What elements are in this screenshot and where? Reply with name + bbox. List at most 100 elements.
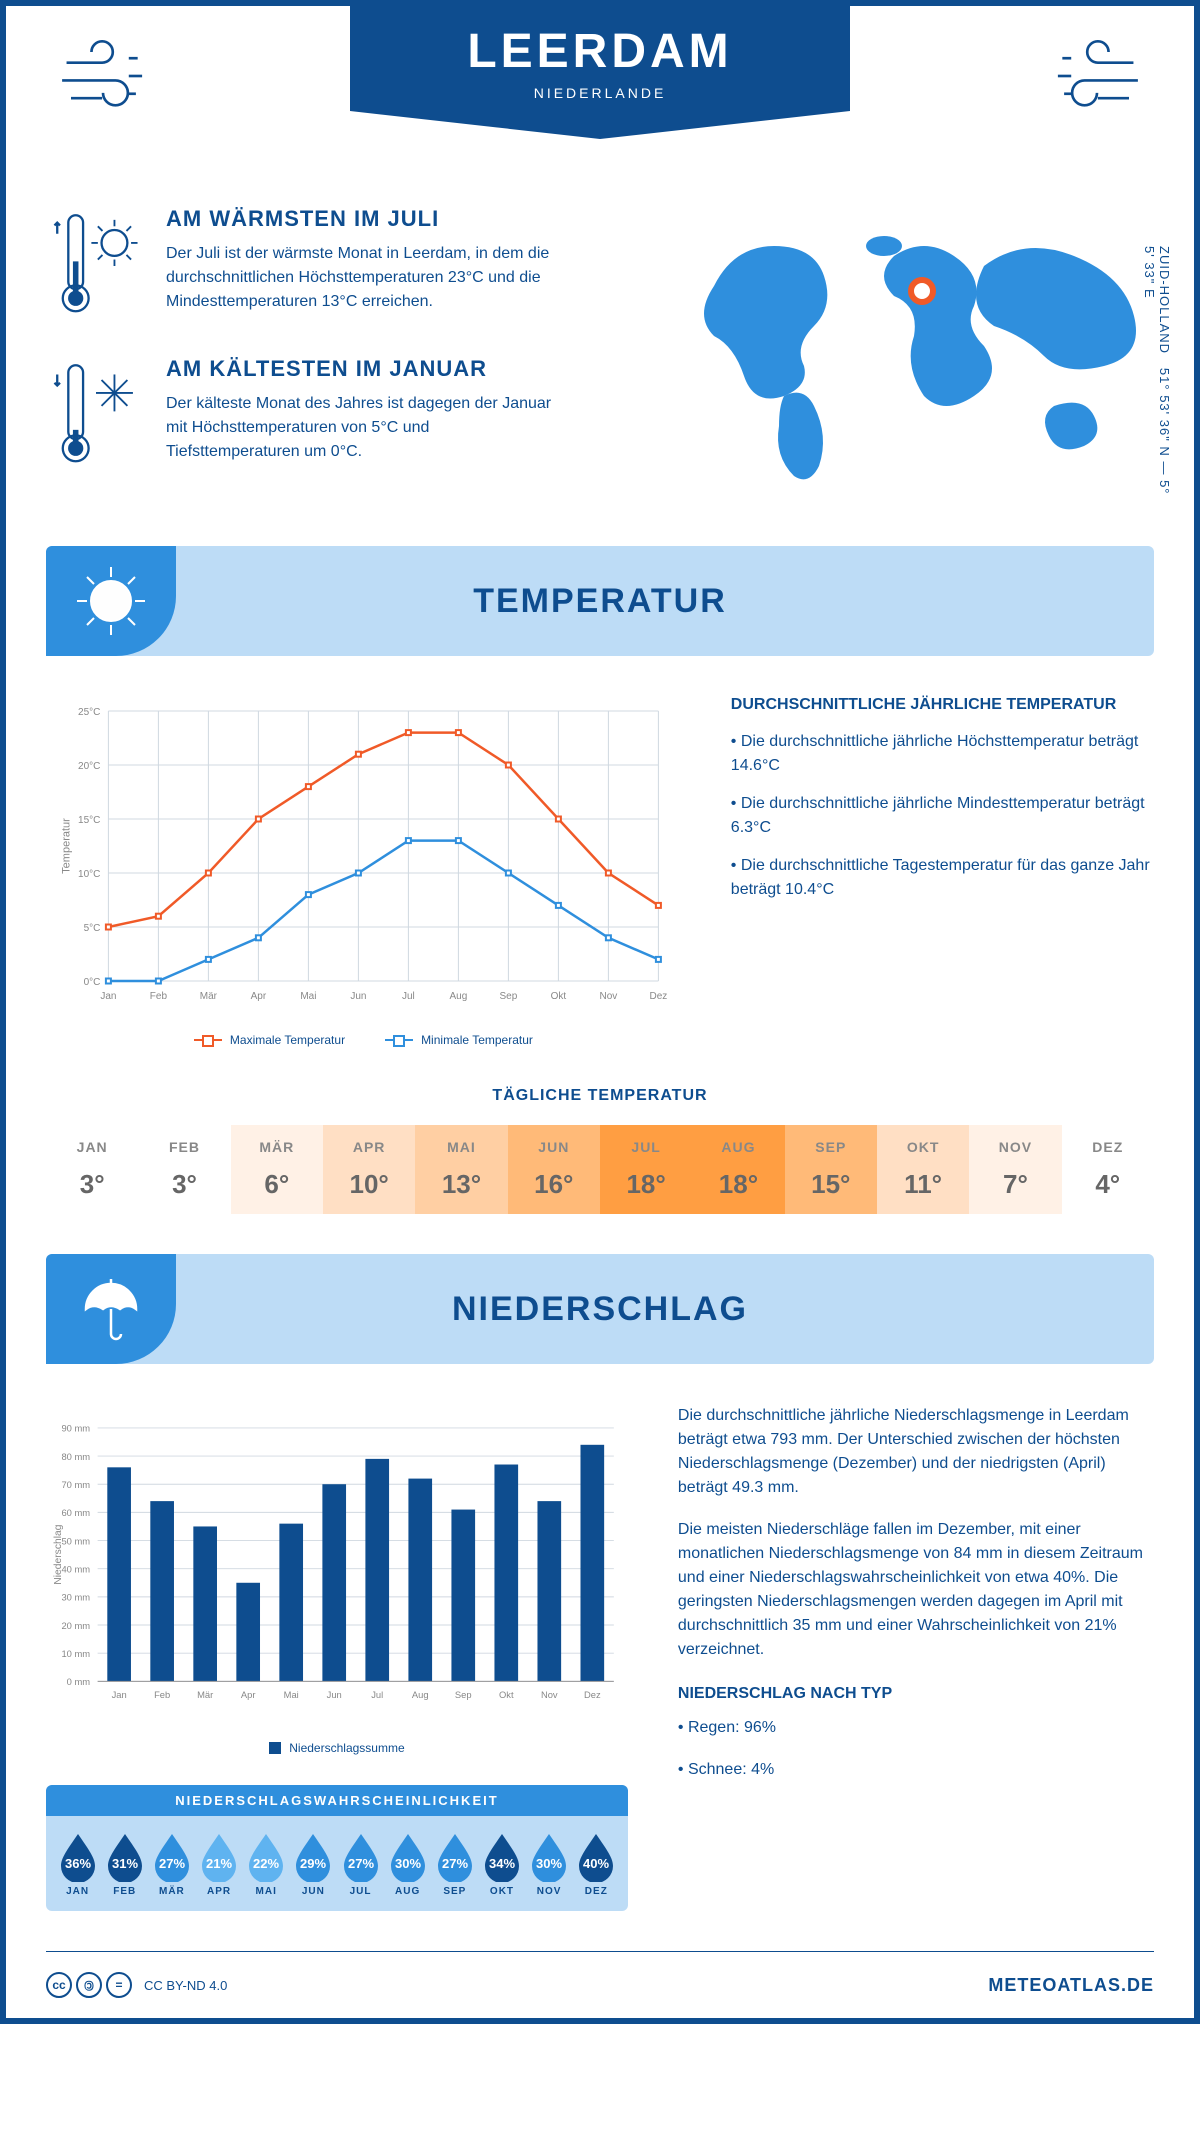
precip-prob-drop: 34%OKT: [480, 1830, 523, 1897]
temperature-section-header: TEMPERATUR: [46, 546, 1154, 656]
coldest-title: AM KÄLTESTEN IM JANUAR: [166, 356, 566, 382]
svg-text:36%: 36%: [65, 1856, 91, 1871]
license-text: CC BY-ND 4.0: [144, 1978, 227, 1993]
precip-prob-drop: 30%AUG: [386, 1830, 429, 1897]
svg-text:Temperatur: Temperatur: [60, 818, 72, 874]
daily-temp-cell: SEP15°: [785, 1125, 877, 1214]
precip-prob-drop: 27%MÄR: [150, 1830, 193, 1897]
footer: cc 🄯 = CC BY-ND 4.0 METEOATLAS.DE: [46, 1951, 1154, 2018]
cc-icons: cc 🄯 =: [46, 1972, 132, 1998]
precip-prob-drop: 40%DEZ: [575, 1830, 618, 1897]
precip-summary: Die durchschnittliche jährliche Niedersc…: [678, 1404, 1154, 1911]
svg-text:Sep: Sep: [455, 1690, 472, 1700]
svg-text:30%: 30%: [395, 1856, 421, 1871]
precip-section-header: NIEDERSCHLAG: [46, 1254, 1154, 1364]
precip-title: NIEDERSCHLAG: [186, 1290, 1154, 1329]
svg-text:Nov: Nov: [600, 991, 618, 1002]
svg-text:29%: 29%: [300, 1856, 326, 1871]
svg-text:Jan: Jan: [100, 991, 116, 1002]
precip-bar-chart: 0 mm 10 mm 20 mm 30 mm 40 mm 50 mm 60 mm 70 mm 8…: [46, 1404, 628, 1724]
daily-temp-cell: JUL18°: [600, 1125, 692, 1214]
svg-text:Apr: Apr: [251, 991, 267, 1002]
precip-prob-drop: 22%MAI: [245, 1830, 288, 1897]
world-map-block: ZUID-HOLLAND 51° 53' 36" N — 5° 5' 33" E: [674, 206, 1154, 506]
coldest-text: Der kälteste Monat des Jahres ist dagege…: [166, 392, 566, 464]
wind-icon: [1034, 36, 1144, 116]
daily-temp-cell: NOV7°: [969, 1125, 1061, 1214]
svg-text:Niederschlag: Niederschlag: [53, 1524, 64, 1584]
svg-text:Mai: Mai: [300, 991, 316, 1002]
temperature-line-chart: 0°C5°C10°C15°C20°C25°CJanFebMärAprMaiJun…: [46, 696, 681, 1047]
warmest-block: AM WÄRMSTEN IM JULI Der Juli ist der wär…: [46, 206, 634, 326]
svg-text:40%: 40%: [583, 1856, 609, 1871]
svg-text:60 mm: 60 mm: [61, 1508, 90, 1518]
svg-text:27%: 27%: [442, 1856, 468, 1871]
svg-text:70 mm: 70 mm: [61, 1480, 90, 1490]
precip-probability-box: NIEDERSCHLAGSWAHRSCHEINLICHKEIT 36%JAN31…: [46, 1785, 628, 1911]
sun-icon: [46, 546, 176, 656]
daily-temp-cell: DEZ4°: [1062, 1125, 1154, 1214]
daily-temp-cell: OKT11°: [877, 1125, 969, 1214]
cc-icon: cc: [46, 1972, 72, 1998]
coordinates: ZUID-HOLLAND 51° 53' 36" N — 5° 5' 33" E: [1142, 246, 1172, 506]
precip-prob-drop: 27%JUL: [339, 1830, 382, 1897]
svg-text:0 mm: 0 mm: [67, 1677, 91, 1687]
daily-temp-cell: JAN3°: [46, 1125, 138, 1214]
svg-text:27%: 27%: [159, 1856, 185, 1871]
svg-text:Okt: Okt: [551, 991, 567, 1002]
daily-temp-cell: APR10°: [323, 1125, 415, 1214]
svg-text:27%: 27%: [348, 1856, 374, 1871]
header: LEERDAM NIEDERLANDE: [46, 6, 1154, 186]
umbrella-icon: [46, 1254, 176, 1364]
svg-text:25°C: 25°C: [78, 707, 100, 718]
svg-text:80 mm: 80 mm: [61, 1452, 90, 1462]
svg-text:Dez: Dez: [584, 1690, 601, 1700]
svg-text:Okt: Okt: [499, 1690, 514, 1700]
svg-text:30 mm: 30 mm: [61, 1593, 90, 1603]
nd-icon: =: [106, 1972, 132, 1998]
daily-temp-cell: MAI13°: [415, 1125, 507, 1214]
svg-text:22%: 22%: [253, 1856, 279, 1871]
svg-text:Aug: Aug: [450, 991, 468, 1002]
svg-text:Jun: Jun: [327, 1690, 342, 1700]
precip-prob-drop: 27%SEP: [433, 1830, 476, 1897]
daily-temp-strip: JAN3°FEB3°MÄR6°APR10°MAI13°JUN16°JUL18°A…: [46, 1125, 1154, 1214]
intro-section: AM WÄRMSTEN IM JULI Der Juli ist der wär…: [46, 206, 1154, 506]
city-title: LEERDAM: [350, 24, 850, 79]
wind-icon: [56, 36, 166, 116]
svg-text:10 mm: 10 mm: [61, 1649, 90, 1659]
svg-text:34%: 34%: [489, 1856, 515, 1871]
svg-text:Aug: Aug: [412, 1690, 429, 1700]
daily-temp-title: TÄGLICHE TEMPERATUR: [46, 1087, 1154, 1105]
temperature-title: TEMPERATUR: [186, 582, 1154, 621]
precip-prob-drop: 31%FEB: [103, 1830, 146, 1897]
svg-text:0°C: 0°C: [84, 977, 101, 988]
precip-prob-drop: 30%NOV: [528, 1830, 571, 1897]
svg-text:20 mm: 20 mm: [61, 1621, 90, 1631]
svg-text:31%: 31%: [112, 1856, 138, 1871]
precip-prob-drop: 29%JUN: [292, 1830, 335, 1897]
svg-text:40 mm: 40 mm: [61, 1564, 90, 1574]
svg-text:5°C: 5°C: [84, 923, 101, 934]
svg-text:Sep: Sep: [500, 991, 518, 1002]
country-subtitle: NIEDERLANDE: [350, 85, 850, 101]
svg-text:Dez: Dez: [650, 991, 668, 1002]
svg-text:Mai: Mai: [284, 1690, 299, 1700]
daily-temp-cell: JUN16°: [508, 1125, 600, 1214]
svg-text:Mär: Mär: [200, 991, 218, 1002]
daily-temp-cell: AUG18°: [692, 1125, 784, 1214]
brand-text: METEOATLAS.DE: [988, 1975, 1154, 1996]
precip-prob-drop: 21%APR: [197, 1830, 240, 1897]
precip-legend: Niederschlagssumme: [46, 1741, 628, 1755]
svg-text:50 mm: 50 mm: [61, 1536, 90, 1546]
precip-prob-drop: 36%JAN: [56, 1830, 99, 1897]
chart-legend: Maximale Temperatur Minimale Temperatur: [46, 1033, 681, 1047]
svg-text:21%: 21%: [206, 1856, 232, 1871]
svg-text:Jul: Jul: [371, 1690, 383, 1700]
by-icon: 🄯: [76, 1972, 102, 1998]
svg-text:Jun: Jun: [350, 991, 366, 1002]
svg-text:10°C: 10°C: [78, 869, 100, 880]
daily-temp-cell: FEB3°: [138, 1125, 230, 1214]
svg-text:Apr: Apr: [241, 1690, 256, 1700]
infographic-page: LEERDAM NIEDERLANDE: [0, 0, 1200, 2024]
